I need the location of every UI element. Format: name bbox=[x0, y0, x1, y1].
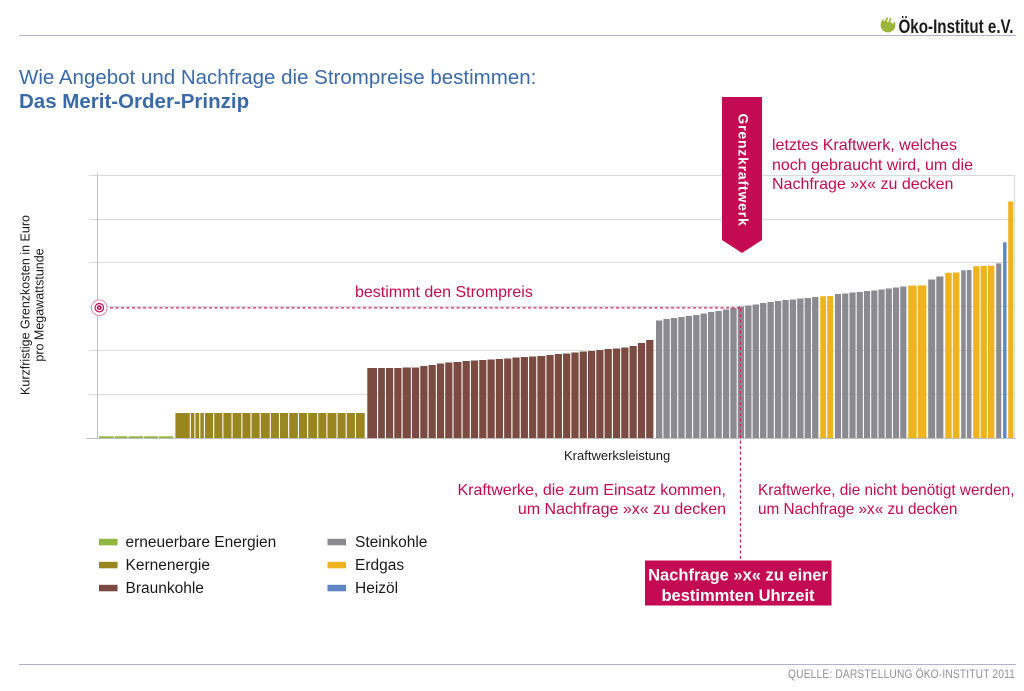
svg-text:Nachfrage »x« zu einer: Nachfrage »x« zu einer bbox=[648, 567, 828, 585]
svg-text:bestimmten Uhrzeit: bestimmten Uhrzeit bbox=[661, 587, 815, 605]
svg-text:Öko-Institut e.V.: Öko-Institut e.V. bbox=[899, 17, 1014, 38]
svg-text:Grenzkraftwerk: Grenzkraftwerk bbox=[735, 113, 751, 226]
